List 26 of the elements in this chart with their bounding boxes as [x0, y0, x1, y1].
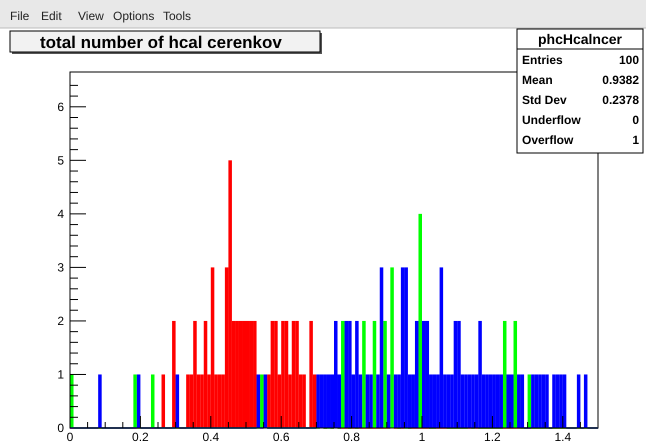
text: View — [78, 9, 104, 23]
x-tick-label: 1.2 — [484, 430, 502, 442]
x-tick-label: 0.6 — [272, 430, 290, 442]
y-tick-label: 6 — [57, 100, 64, 114]
text: Options — [113, 9, 154, 23]
y-tick-label: 1 — [57, 367, 64, 382]
text: Mean 0.9382 — [522, 73, 639, 87]
x-tick-label: 0.4 — [202, 430, 220, 442]
x-tick-label: 0.8 — [343, 430, 360, 442]
text: Underflow 0 — [522, 113, 639, 127]
text: Edit — [41, 9, 62, 23]
text: Entries 100 — [522, 53, 639, 67]
text: File — [10, 9, 30, 23]
x-tick-label: 1.4 — [554, 430, 572, 442]
text: phcHcalncer — [538, 31, 623, 47]
text: Overflow 1 — [522, 133, 639, 147]
y-tick-label: 4 — [57, 206, 64, 221]
chart-title: total number of hcal cerenkov — [40, 33, 282, 52]
y-tick-label: 2 — [57, 314, 64, 328]
y-tick-label: 3 — [57, 260, 64, 274]
y-tick-label: 5 — [57, 153, 64, 168]
text: Tools — [163, 9, 192, 23]
text: Std Dev 0.2378 — [522, 93, 639, 107]
x-tick-label: 0 — [66, 430, 74, 442]
x-tick-label: 0.2 — [132, 430, 150, 442]
x-tick-label: 1 — [418, 430, 426, 442]
